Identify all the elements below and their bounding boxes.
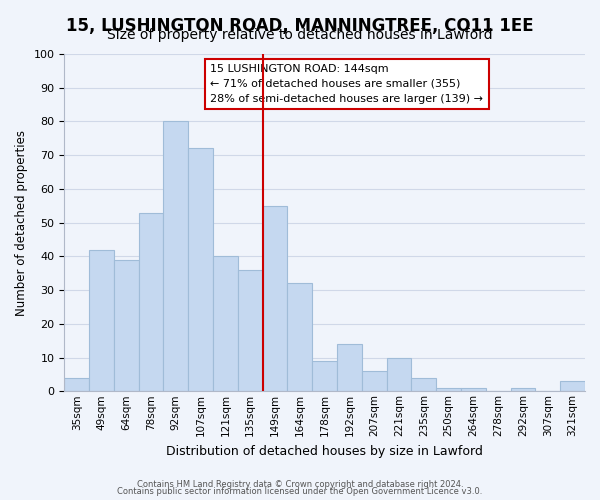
Bar [238, 270, 263, 392]
Bar [560, 381, 585, 392]
Bar [163, 122, 188, 392]
Bar [461, 388, 486, 392]
Bar [89, 250, 114, 392]
Bar [114, 260, 139, 392]
X-axis label: Distribution of detached houses by size in Lawford: Distribution of detached houses by size … [166, 444, 483, 458]
Bar [188, 148, 213, 392]
Bar [511, 388, 535, 392]
Bar [213, 256, 238, 392]
Bar [362, 371, 386, 392]
Text: Size of property relative to detached houses in Lawford: Size of property relative to detached ho… [107, 28, 493, 42]
Bar [139, 212, 163, 392]
Text: Contains HM Land Registry data © Crown copyright and database right 2024.: Contains HM Land Registry data © Crown c… [137, 480, 463, 489]
Text: 15 LUSHINGTON ROAD: 144sqm
← 71% of detached houses are smaller (355)
28% of sem: 15 LUSHINGTON ROAD: 144sqm ← 71% of deta… [210, 64, 483, 104]
Bar [287, 284, 312, 392]
Text: 15, LUSHINGTON ROAD, MANNINGTREE, CO11 1EE: 15, LUSHINGTON ROAD, MANNINGTREE, CO11 1… [66, 18, 534, 36]
Bar [312, 361, 337, 392]
Bar [436, 388, 461, 392]
Bar [263, 206, 287, 392]
Bar [337, 344, 362, 392]
Bar [412, 378, 436, 392]
Y-axis label: Number of detached properties: Number of detached properties [15, 130, 28, 316]
Text: Contains public sector information licensed under the Open Government Licence v3: Contains public sector information licen… [118, 487, 482, 496]
Bar [64, 378, 89, 392]
Bar [386, 358, 412, 392]
